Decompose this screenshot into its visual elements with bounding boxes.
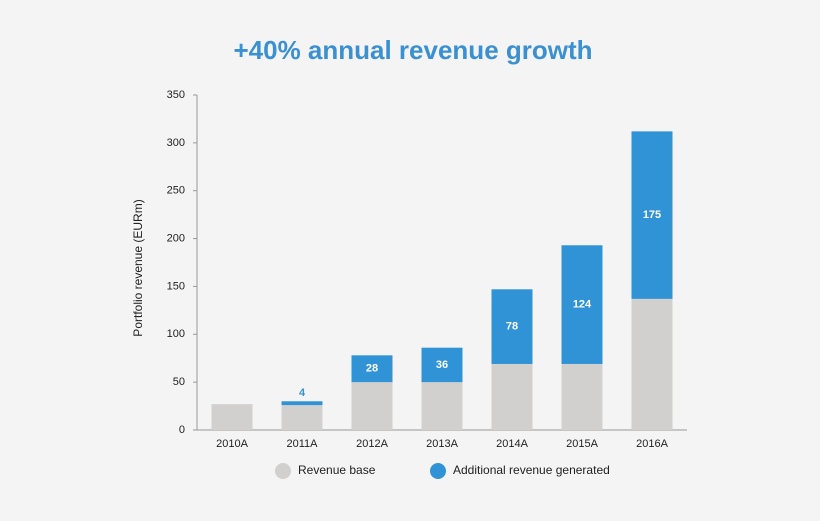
bar-segment — [351, 355, 393, 383]
y-tick-label: 0 — [179, 424, 185, 436]
x-tick-label: 2013A — [426, 438, 458, 450]
bar-segment — [281, 405, 323, 430]
bar-segment — [561, 245, 603, 364]
bar-segment — [351, 382, 393, 430]
data-label: 78 — [506, 321, 518, 333]
y-tick-label: 350 — [167, 89, 185, 101]
bar-segment — [631, 298, 673, 430]
y-tick-label: 300 — [167, 137, 185, 149]
data-label: 36 — [436, 359, 448, 371]
y-tick-label: 100 — [167, 328, 185, 340]
y-tick-label: 200 — [167, 232, 185, 244]
x-tick-label: 2015A — [566, 438, 598, 450]
data-label: 175 — [643, 209, 661, 221]
legend-marker — [430, 463, 446, 479]
bar-segment — [631, 131, 673, 299]
bar-segment — [281, 401, 323, 406]
x-tick-label: 2010A — [216, 438, 248, 450]
bar-segment — [211, 404, 253, 430]
y-tick-label: 250 — [167, 185, 185, 197]
data-label: 4 — [299, 387, 306, 399]
legend-label: Revenue base — [298, 463, 376, 477]
bar-segment — [421, 347, 463, 383]
legend-marker — [275, 463, 291, 479]
data-label: 28 — [366, 363, 378, 375]
y-tick-label: 50 — [173, 376, 185, 388]
x-tick-label: 2011A — [287, 438, 319, 450]
y-tick-label: 150 — [167, 280, 185, 292]
x-tick-label: 2016A — [636, 438, 668, 450]
chart-title: +40% annual revenue growth — [233, 35, 592, 65]
bar-segment — [491, 363, 533, 430]
bar-segment — [491, 289, 533, 364]
y-axis-label: Portfolio revenue (EURm) — [131, 199, 145, 336]
bar-segment — [421, 382, 463, 430]
x-tick-label: 2012A — [356, 438, 388, 450]
legend-label: Additional revenue generated — [453, 463, 610, 477]
x-tick-label: 2014A — [496, 438, 528, 450]
data-label: 124 — [573, 299, 592, 311]
bar-segment — [561, 363, 603, 430]
